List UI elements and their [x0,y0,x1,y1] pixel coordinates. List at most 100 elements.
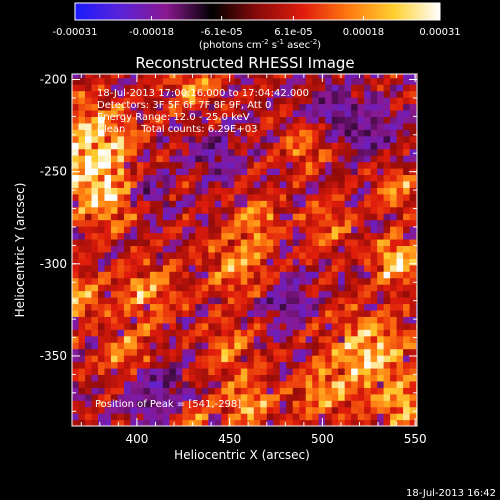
heatmap-cell [208,161,216,169]
heatmap-cell [325,380,333,388]
heatmap-cell [318,174,326,182]
heatmap-cell [247,322,255,330]
heatmap-cell [234,309,242,317]
heatmap-cell [104,329,112,337]
heatmap-cell [136,116,145,124]
heatmap-cell [110,135,119,143]
heatmap-cell [97,303,106,311]
heatmap-cell [234,406,242,414]
heatmap-cell [312,187,320,195]
heatmap-cell [188,393,196,401]
heatmap-cell [110,348,119,356]
heatmap-cell [331,387,339,395]
heatmap-cell [221,419,229,426]
heatmap-cell [286,271,294,279]
heatmap-cell [396,135,404,143]
heatmap-cell [221,374,229,382]
heatmap-cell [273,258,281,266]
heatmap-cell [351,277,359,285]
heatmap-cell [201,174,209,182]
heatmap-cell [409,419,417,426]
heatmap-cell [84,103,93,111]
heatmap-cell [149,84,157,92]
heatmap-cell [91,290,99,298]
heatmap-cell [104,206,112,214]
heatmap-cell [162,193,170,201]
heatmap-cell [97,200,106,208]
heatmap-cell [110,355,119,363]
heatmap-cell [208,187,216,195]
heatmap-cell [318,226,326,234]
heatmap-cell [143,135,151,143]
heatmap-cell [299,380,307,388]
heatmap-cell [156,97,164,105]
heatmap-cell [214,238,222,246]
heatmap-cell [331,180,339,188]
heatmap-cell [409,200,417,208]
heatmap-cell [357,380,365,388]
heatmap-cell [156,180,164,188]
heatmap-cell [97,348,106,356]
heatmap-cell [221,367,229,375]
heatmap-cell [208,142,216,150]
heatmap-cell [214,129,222,137]
heatmap-cell [188,271,196,279]
heatmap-cell [195,174,203,182]
heatmap-cell [351,148,359,156]
heatmap-cell [104,180,112,188]
heatmap-cell [143,348,151,356]
heatmap-cell [396,155,404,163]
heatmap-cell [227,322,235,330]
heatmap-cell [143,232,151,240]
heatmap-cell [318,374,326,382]
heatmap-cell [156,167,164,176]
heatmap-cell [123,103,132,111]
heatmap-cell [143,406,151,414]
heatmap-cell [396,161,404,169]
heatmap-cell [312,97,320,105]
heatmap-cell [175,277,183,285]
heatmap-cell [91,335,99,343]
heatmap-cell [175,374,183,382]
heatmap-cell [234,419,242,426]
heatmap-cell [123,303,132,311]
heatmap-cell [162,374,170,382]
heatmap-cell [286,393,294,401]
heatmap-cell [143,329,151,337]
heatmap-cell [91,167,99,176]
heatmap-cell [72,258,80,266]
heatmap-cell [377,348,385,356]
heatmap-cell [84,238,93,246]
heatmap-cell [227,335,235,343]
heatmap-cell [273,148,281,156]
heatmap-cell [409,264,417,272]
heatmap-cell [299,258,307,266]
heatmap-cell [357,180,365,188]
heatmap-cell [72,406,80,414]
heatmap-cell [188,97,196,105]
heatmap-cell [156,316,164,324]
heatmap-cell [370,155,378,163]
heatmap-cell [403,180,411,188]
heatmap-cell [331,393,339,401]
heatmap-cell [149,232,157,240]
heatmap-cell [305,335,313,343]
heatmap-cell [208,90,216,98]
heatmap-cell [104,103,112,111]
heatmap-cell [169,400,177,408]
heatmap-cell [143,226,151,234]
heatmap-cell [208,400,216,408]
heatmap-cell [156,84,164,92]
heatmap-cell [344,103,352,111]
heatmap-cell [227,77,235,85]
heatmap-cell [214,116,222,124]
heatmap-cell [253,74,261,79]
heatmap-cell [149,361,157,369]
colorbar: -0.00031 -0.00018 -6.1e-05 6.1e-05 0.00018 0.… [53,2,461,51]
heatmap-cell [97,84,106,92]
heatmap-cell [162,187,170,195]
heatmap-cell [208,226,216,234]
heatmap-cell [305,187,313,195]
heatmap-cell [279,135,287,143]
heatmap-cell [370,84,378,92]
